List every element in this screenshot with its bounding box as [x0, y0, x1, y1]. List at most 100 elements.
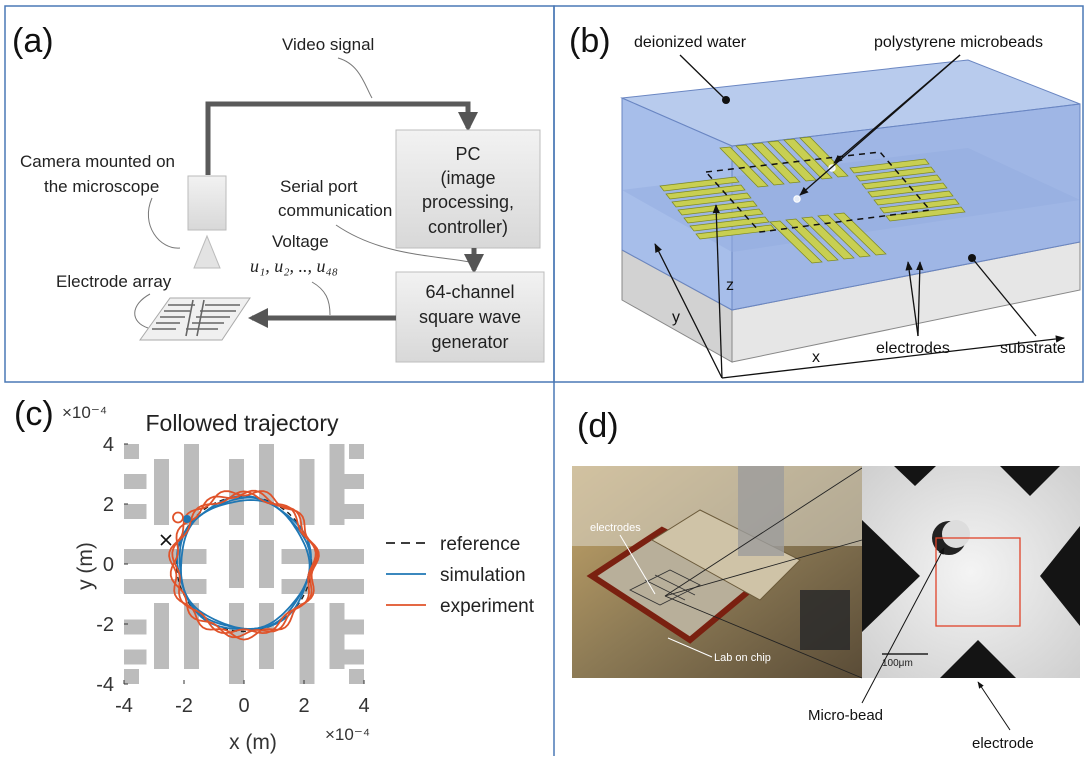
electrode-bar [299, 603, 315, 669]
panel-d-tag: (d) [577, 407, 619, 445]
electrodes-pointer-1 [905, 261, 919, 337]
trajectory-lines [160, 489, 320, 641]
electrode-tip-top-left [894, 466, 936, 486]
pc-label-line1: PC [455, 144, 480, 164]
axis-y-line [654, 243, 723, 379]
axis-x-label: x [812, 349, 820, 366]
electrode-bar [329, 444, 345, 459]
chart-title: Followed trajectory [145, 410, 339, 436]
electrode-bar [154, 603, 169, 669]
electrode-bar [124, 444, 139, 459]
electrode-tip-left [862, 520, 920, 632]
electrode-bar [124, 669, 139, 684]
electrode-bar [329, 459, 345, 525]
electrodes-label: electrodes [876, 340, 950, 357]
electrode-bar [259, 540, 274, 588]
electrode-bar [259, 603, 274, 669]
electrode-background [124, 444, 364, 684]
chip-wires [629, 569, 701, 606]
lab-on-chip-label: Lab on chip [714, 652, 771, 664]
micro-bead-highlight [942, 520, 970, 548]
camera-pointer [147, 197, 181, 249]
legend-label-experiment: experiment [440, 596, 535, 617]
electrode-bar [124, 619, 147, 635]
panel-b-tag: (b) [569, 22, 611, 60]
plot-axes: -4 -2 0 2 4 -4 -2 0 2 4 [96, 434, 369, 717]
generator-label-line2: square wave [419, 307, 521, 327]
camera-label-line1: Camera mounted on [20, 152, 175, 171]
panel-d: (d) electrodes Lab on chip 1 [572, 407, 1080, 752]
electrode-bar [154, 549, 169, 564]
y-exponent: ×10⁻⁴ [62, 403, 107, 422]
x-tick-label: 2 [298, 695, 309, 717]
pc-box [395, 129, 541, 249]
electrode-bar [124, 474, 147, 489]
electrode-bar [259, 444, 274, 459]
microscope-probe [738, 466, 784, 556]
electrode-tip-top-right [1000, 466, 1060, 496]
axis-y-label: y [672, 309, 680, 326]
electrode-bar [341, 474, 364, 489]
trajectory-experiment [168, 490, 320, 641]
panel-a-tag: (a) [12, 22, 54, 60]
electrode-array-pattern [152, 299, 240, 337]
micro-bead-pointer [861, 547, 945, 704]
substrate-label: substrate [1000, 340, 1066, 357]
y-tick-label: 2 [103, 494, 114, 516]
electrode-bar [229, 459, 244, 525]
microbeads-label: polystyrene microbeads [874, 34, 1043, 51]
generator-box [395, 271, 545, 363]
generator-label-line3: generator [431, 332, 508, 352]
electrode-bar [229, 669, 244, 684]
panel-b: (b) [569, 22, 1081, 379]
microbead-2 [793, 195, 801, 203]
y-axis-label: y (m) [74, 542, 97, 590]
electrode-bar [281, 579, 364, 594]
electrode-pointer [977, 681, 1011, 731]
deionized-water-label: deionized water [634, 34, 747, 51]
y-tick-label: 4 [103, 434, 114, 456]
electrode-bar [184, 444, 199, 459]
camera-lens-icon [193, 234, 221, 269]
electrode-bar [229, 540, 244, 588]
electrode-array-pointer [134, 293, 151, 329]
voltage-pointer [311, 281, 331, 316]
generator-label-line1: 64-channel [425, 282, 514, 302]
panel-b-frame [553, 5, 1084, 383]
start-marker [160, 534, 172, 546]
electrode-bar [299, 669, 315, 684]
electrode-bar [341, 504, 364, 519]
start-loop [183, 515, 191, 523]
electrode-tip-bottom [940, 640, 1016, 678]
deionized-water-pointer [679, 54, 727, 101]
video-signal-pipe [205, 101, 478, 175]
pc-label-line3: processing, [422, 192, 514, 212]
electrode-bar [229, 603, 244, 669]
serial-label-line1: Serial port [280, 177, 358, 196]
electrode-bar [341, 619, 364, 635]
trajectory-experiment [169, 489, 319, 639]
substrate-pointer [971, 257, 1037, 337]
voltage-label: Voltage [272, 232, 329, 251]
legend-label-simulation: simulation [440, 565, 526, 586]
panel-c-tag: (c) [14, 395, 54, 433]
electrode-stripes [659, 136, 966, 264]
camera-icon [187, 175, 227, 231]
chip-pcb [651, 509, 801, 601]
legend-label-reference: reference [440, 534, 520, 555]
y-tick-label: -4 [96, 674, 114, 696]
x-exponent: ×10⁻⁴ [325, 725, 370, 744]
clamp-block [800, 590, 850, 650]
zoom-lines [664, 467, 863, 679]
micro-bead-label: Micro-bead [808, 707, 883, 724]
serial-pointer [335, 224, 471, 263]
pc-label-line2: (image [440, 168, 495, 188]
electrode-label: electrode [972, 735, 1034, 752]
electrode-bar [349, 444, 364, 459]
scale-bar-label: 100μm [882, 658, 913, 669]
x-axis-label: x (m) [229, 731, 277, 754]
electrode-bar [124, 504, 147, 519]
electrode-bar [124, 579, 207, 594]
panel-c: (c) ×10⁻⁴ Followed trajectory -4-2024-4-… [14, 395, 535, 754]
